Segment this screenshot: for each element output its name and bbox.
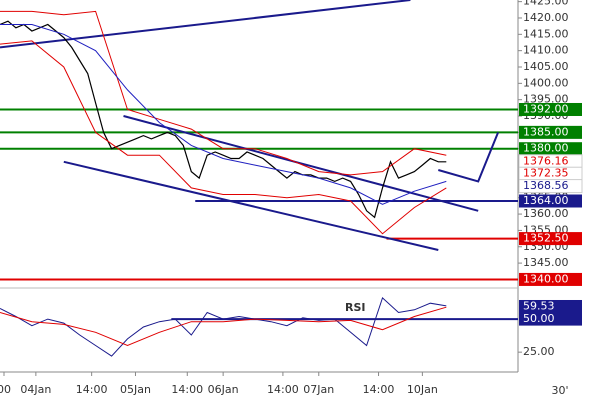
line-series [0,40,447,235]
level-label: 1392.00 [523,102,569,115]
line-series [0,24,447,205]
y-tick-label: 1415.00 [523,27,569,40]
x-tick-label: 06Jan [208,383,239,396]
x-tick-label: 14:00 [267,383,299,396]
level-box [519,272,582,286]
level-label: 1385.00 [523,125,569,138]
y-tick-label: 1425.00 [523,0,569,8]
y-tick-label: 1400.00 [523,76,569,89]
y-tick-label: 1395.00 [523,93,569,106]
line-series [0,306,447,347]
x-tick-label: 05Jan [120,383,151,396]
level-label: 1376.16 [523,154,569,167]
level-box [519,125,582,139]
x-tick-label: 00 [0,383,11,396]
line-series [63,160,439,251]
line-series [123,115,479,212]
level-box [519,142,582,156]
level-label: 50.00 [523,312,555,325]
rsi-title: RSI [345,301,366,314]
level-label: 1340.00 [523,272,569,285]
x-tick-label: 14:00 [363,383,395,396]
level-label: 1372.35 [523,167,569,180]
y-tick-label: 1410.00 [523,44,569,57]
level-box [519,312,582,326]
line-series [0,20,447,219]
timeframe: 30' [551,384,568,397]
x-tick-label: 14:00 [76,383,108,396]
x-tick-label: 07Jan [303,383,334,396]
level-box [519,102,582,116]
y-tick-label: 1360.00 [523,207,569,220]
y-tick-label: 1345.00 [523,256,569,269]
level-label: 1380.00 [523,142,569,155]
y-tick-label: 1405.00 [523,60,569,73]
level-box [518,179,583,194]
y-tick-label: 25.00 [523,345,555,358]
level-label: 1364.00 [523,194,569,207]
x-tick-label: 14:00 [171,383,203,396]
x-tick-label: 04Jan [20,383,51,396]
line-series [0,10,447,176]
line-series [0,0,411,49]
level-box [519,194,582,208]
level-label: 1352.50 [523,232,569,245]
x-tick-label: 10Jan [407,383,438,396]
plot-background [0,0,518,372]
y-tick-label: 1420.00 [523,11,569,24]
level-box [519,299,582,313]
line-series [438,132,500,183]
level-box [519,232,582,246]
level-label: 59.53 [523,299,555,312]
level-label: 1368.56 [523,179,569,192]
line-series [0,297,447,357]
